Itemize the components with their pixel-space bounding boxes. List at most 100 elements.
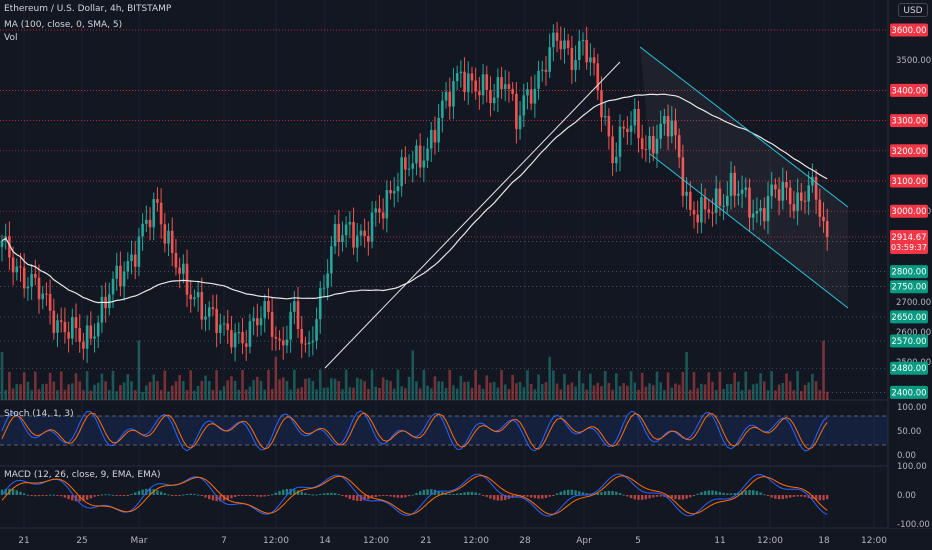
macd-histogram-bar — [381, 495, 385, 496]
macd-histogram-bar — [792, 495, 796, 497]
macd-histogram-bar — [263, 495, 266, 497]
volume-bar — [96, 382, 100, 400]
volume-bar — [307, 377, 311, 400]
candle-body — [392, 191, 396, 194]
macd-histogram-bar — [770, 495, 773, 498]
volume-bar — [718, 371, 722, 400]
candle-body — [367, 235, 370, 242]
candle-body — [426, 148, 429, 161]
macd-histogram-bar — [171, 495, 174, 496]
macd-histogram-bar — [189, 493, 192, 495]
volume-bar — [148, 381, 152, 400]
volume-bar — [544, 382, 548, 400]
time-tick-label: Mar — [131, 536, 148, 546]
symbol-title[interactable]: Ethereum / U.S. Dollar, 4h, BITSTAMP — [4, 4, 172, 14]
currency-button[interactable]: USD — [898, 3, 928, 17]
volume-bar — [470, 387, 474, 400]
volume-bar — [285, 380, 289, 400]
volume-bar — [89, 390, 93, 400]
candle-body — [792, 204, 796, 211]
macd-histogram-bar — [219, 495, 222, 502]
macd-histogram-bar — [30, 495, 33, 496]
macd-histogram-bar — [359, 495, 363, 502]
candle-body — [281, 340, 285, 346]
candle-body — [289, 311, 292, 340]
volume-bar — [300, 387, 304, 400]
volume-bar — [529, 383, 533, 400]
candle-body — [63, 321, 67, 333]
macd-histogram-bar — [45, 495, 48, 496]
candle-body — [429, 130, 433, 149]
price-axis: 3500.003000.002700.002600.002500.003600.… — [0, 23, 932, 530]
volume-bar — [600, 386, 603, 400]
candle-body — [681, 157, 685, 196]
volume-bar — [400, 386, 403, 400]
volume-bar — [337, 381, 341, 400]
volume-bar — [267, 369, 270, 400]
candle-body — [692, 209, 696, 215]
macd-histogram-bar — [611, 490, 614, 495]
candle-body — [496, 77, 500, 98]
volume-bar — [659, 382, 662, 400]
candle-body — [93, 336, 96, 339]
macd-histogram-bar — [182, 494, 185, 496]
horizontal-levels — [0, 29, 888, 393]
volume-bar — [774, 390, 777, 400]
volume-bar — [729, 383, 733, 400]
macd-histogram-bar — [282, 489, 285, 495]
volume-bar — [418, 388, 422, 400]
macd-histogram-bar — [744, 490, 747, 495]
candle-body — [603, 115, 607, 118]
macd-histogram-bar — [411, 494, 414, 496]
macd-histogram-bar — [185, 494, 189, 496]
volume-bar — [722, 388, 725, 400]
volume-bar — [799, 391, 803, 400]
volume-bar — [566, 384, 570, 400]
volume-bar — [348, 387, 352, 400]
macd-histogram-bar — [115, 495, 118, 496]
candle-body — [515, 93, 518, 130]
indicator-tick-label: 0.00 — [897, 451, 916, 461]
volume-bar — [37, 389, 41, 400]
macd-histogram-bar — [670, 495, 673, 499]
candle-body — [193, 297, 196, 300]
volume-bar — [548, 356, 551, 400]
candle-body — [677, 135, 681, 158]
volume-bar — [48, 372, 52, 400]
price-tick-label: 2600.00 — [896, 328, 931, 338]
candle-body — [585, 39, 588, 63]
volume-bar — [100, 373, 104, 400]
macd-histogram-bar — [481, 495, 485, 496]
candle-body — [629, 125, 633, 132]
candle-body — [666, 116, 670, 137]
macd-histogram-bar — [585, 493, 588, 495]
volume-bar — [392, 388, 396, 400]
resistance-price-tag: 3400.00 — [891, 86, 926, 96]
volume-bar — [563, 374, 566, 400]
ascending-trendline — [324, 61, 621, 369]
candle-body — [418, 145, 422, 168]
volume-bar — [289, 389, 292, 400]
volume-bar — [448, 369, 452, 400]
candle-body — [722, 205, 725, 207]
volume-bar — [426, 385, 429, 400]
macd-histogram-bar — [393, 495, 396, 498]
macd-histogram-bar — [93, 495, 96, 497]
macd-histogram-bar — [714, 491, 718, 495]
candle-body — [548, 47, 551, 72]
candle-body — [622, 126, 625, 129]
macd-histogram-bar — [333, 493, 337, 495]
volume-legend[interactable]: Vol — [4, 33, 18, 43]
volume-bar — [156, 381, 159, 400]
volume-bar — [603, 370, 607, 400]
candle-body — [803, 200, 807, 202]
ma-legend[interactable]: MA (100, close, 0, SMA, 5) — [4, 20, 123, 30]
macd-histogram-bar — [437, 490, 440, 495]
indicator-tick-label: 100.00 — [897, 462, 927, 472]
volume-bar — [515, 383, 518, 400]
macd-histogram-bar — [492, 495, 496, 500]
stoch-pane: Stoch (14, 1, 3) — [0, 409, 888, 452]
candle-body — [774, 184, 777, 190]
candle-body — [707, 209, 711, 213]
